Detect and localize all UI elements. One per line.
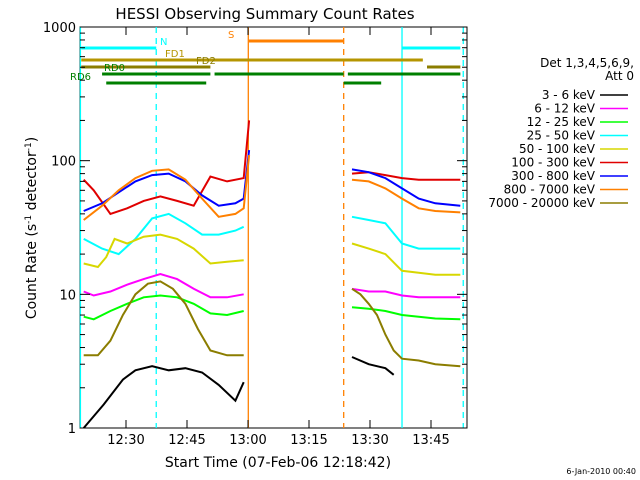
legend-title-line-2: Att 0	[605, 69, 634, 83]
flag-label-rd0: RD0	[104, 63, 125, 74]
legend-label-4: 25 - 50 keV	[527, 129, 596, 143]
footer-date: 6-Jan-2010 00:40	[566, 467, 636, 476]
series-line-7-part-2	[351, 168, 461, 207]
y-tick-label-2: 100	[51, 155, 76, 170]
series-line-1-part-1	[82, 365, 245, 429]
y-tick-label-3: 1000	[43, 21, 76, 36]
flag-label-fd2: FD2	[196, 56, 216, 67]
x-tick-label-2: 13:00	[229, 433, 266, 448]
series-line-3-part-2	[351, 306, 461, 321]
y-label-exp-2: -1	[24, 142, 34, 151]
legend-title-line-1: Det 1,3,4,5,6,9,	[540, 56, 634, 70]
legend-label-2: 6 - 12 keV	[534, 102, 596, 116]
x-tick-label-3: 13:15	[290, 433, 327, 448]
legend-label-6: 100 - 300 keV	[511, 156, 595, 170]
x-tick-label-5: 13:45	[412, 433, 449, 448]
legend-label-1: 3 - 6 keV	[542, 88, 596, 102]
y-label-exp-1: -1	[24, 215, 34, 224]
x-tick-label-0: 12:30	[107, 433, 144, 448]
series-line-8-part-1	[83, 154, 251, 221]
flag-label-n: N	[160, 37, 167, 48]
legend-label-7: 300 - 800 keV	[511, 169, 595, 183]
y-axis-ticks: 1 10 100 1000	[43, 21, 467, 437]
y-tick-label-1: 10	[59, 288, 76, 303]
x-tick-label-1: 12:45	[168, 433, 205, 448]
series-line-3-part-1	[83, 294, 244, 321]
x-axis-ticks: 12:30 12:45 13:00 13:15 13:30 13:45	[107, 27, 450, 448]
y-label-suffix: )	[24, 137, 40, 142]
series-line-9-part-1	[83, 280, 244, 357]
plot-border	[79, 26, 468, 429]
series-line-4-part-2	[351, 215, 461, 250]
vertical-markers	[79, 27, 464, 428]
series-line-5-part-2	[351, 242, 461, 276]
legend-label-8: 800 - 7000 keV	[504, 183, 596, 197]
y-axis-label: Count Rate (s-1 detector-1)	[24, 137, 40, 319]
legend-label-5: 50 - 100 keV	[519, 142, 596, 156]
series-line-9-part-2	[351, 287, 461, 368]
series-line-1-part-2	[351, 356, 395, 376]
x-axis-label: Start Time (07-Feb-06 12:18:42)	[165, 455, 391, 471]
series-line-4-part-1	[83, 212, 245, 256]
series-line-2-part-1	[83, 272, 244, 299]
y-label-mid: detector	[24, 151, 40, 215]
chart-title: HESSI Observing Summary Count Rates	[115, 5, 414, 23]
series-line-6-part-2	[351, 171, 461, 181]
plot-frame	[79, 26, 468, 429]
series-line-6-part-1	[82, 120, 251, 216]
observing-flags: N S FD1 FD2 RD0 RD6	[70, 30, 461, 85]
flag-label-s: S	[228, 30, 234, 41]
y-tick-label-0: 1	[68, 422, 76, 437]
data-series	[82, 120, 461, 429]
series-line-5-part-1	[83, 233, 244, 269]
x-tick-label-4: 13:30	[351, 433, 388, 448]
legend-label-9: 7000 - 20000 keV	[488, 196, 595, 210]
series-line-8-part-2	[351, 178, 461, 214]
flag-label-rd6: RD6	[70, 72, 91, 83]
series-line-2-part-2	[351, 287, 461, 299]
flag-label-fd1: FD1	[165, 49, 185, 60]
y-label-prefix: Count Rate (s	[24, 224, 40, 319]
legend-label-3: 12 - 25 keV	[527, 115, 596, 129]
